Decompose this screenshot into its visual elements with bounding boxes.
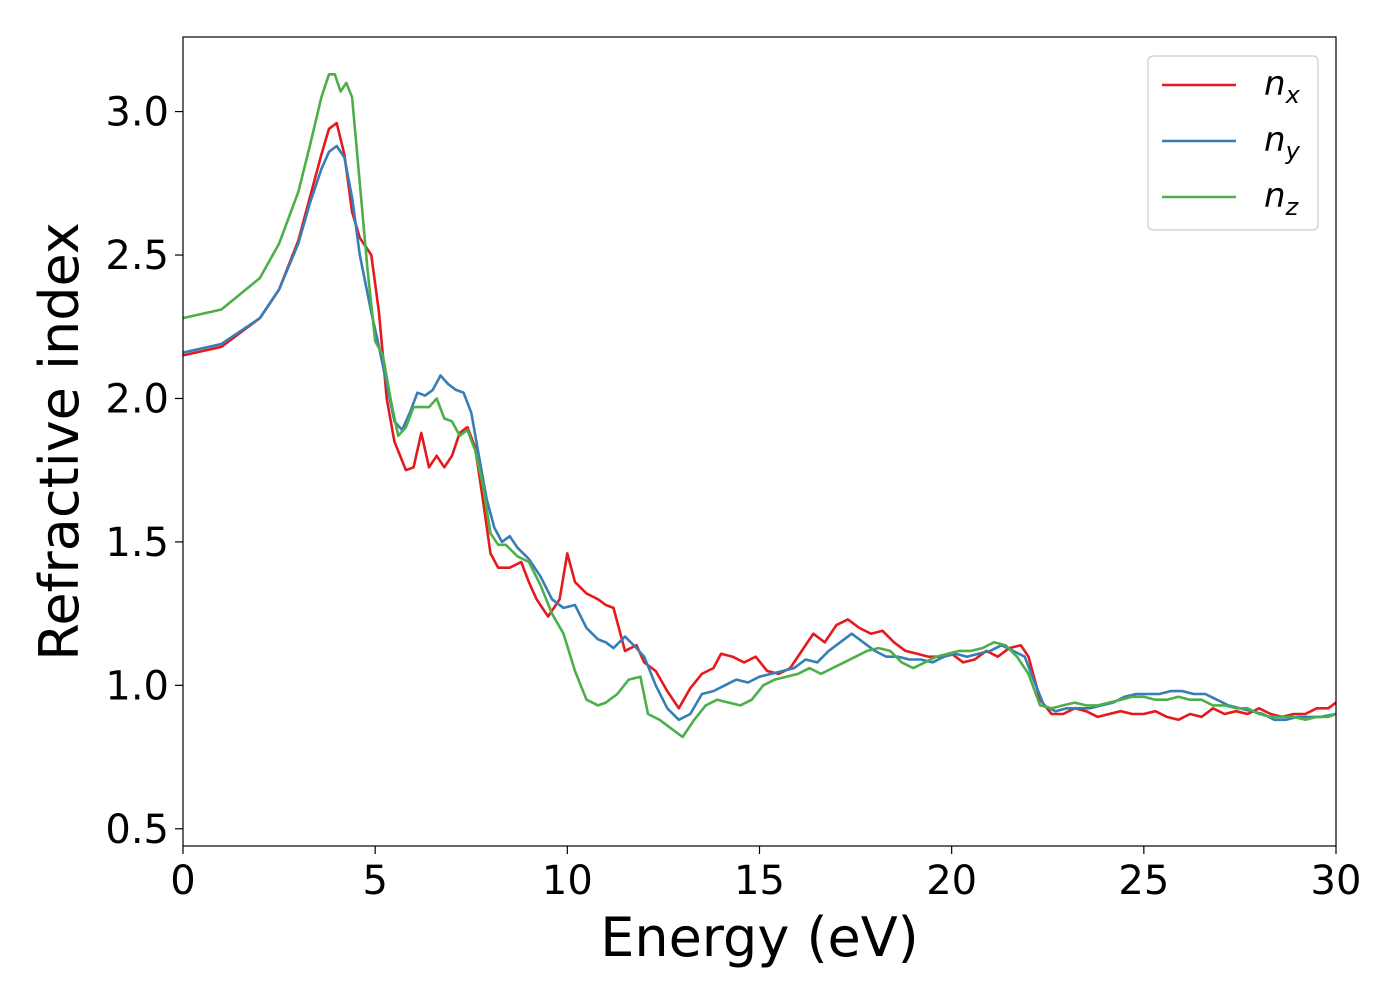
y-tick-label: 2.5 <box>105 233 169 279</box>
legend: nx ny nz <box>1147 55 1319 231</box>
x-tick-label: 20 <box>926 858 977 904</box>
x-tick-label: 10 <box>542 858 593 904</box>
legend-label-ny: ny <box>1264 120 1301 165</box>
y-tick-label: 1.5 <box>105 520 169 566</box>
x-tick-label: 5 <box>362 858 387 904</box>
x-tick-label: 15 <box>734 858 785 904</box>
y-tick-label: 2.0 <box>105 376 169 422</box>
legend-label-nx: nx <box>1264 64 1301 109</box>
series-line-ny <box>183 144 1336 722</box>
series-line-nx <box>183 121 1336 722</box>
series-layer <box>183 73 1336 739</box>
x-tick-label: 0 <box>170 858 195 904</box>
x-tick-label: 25 <box>1118 858 1169 904</box>
legend-label-nz: nz <box>1264 176 1300 221</box>
y-tick-label: 3.0 <box>105 90 169 136</box>
x-axis-label: Energy (eV) <box>600 906 919 969</box>
y-axis-label: Refractive index <box>28 222 91 661</box>
x-tick-label: 30 <box>1311 858 1362 904</box>
series-line-nz <box>183 73 1336 739</box>
y-tick-label: 1.0 <box>105 663 169 709</box>
y-tick-label: 0.5 <box>105 807 169 853</box>
legend-box <box>1147 55 1319 231</box>
x-axis-ticks: 0 5 10 15 20 25 30 <box>170 846 1361 904</box>
y-axis-ticks: 0.5 1.0 1.5 2.0 2.5 3.0 <box>105 90 183 853</box>
